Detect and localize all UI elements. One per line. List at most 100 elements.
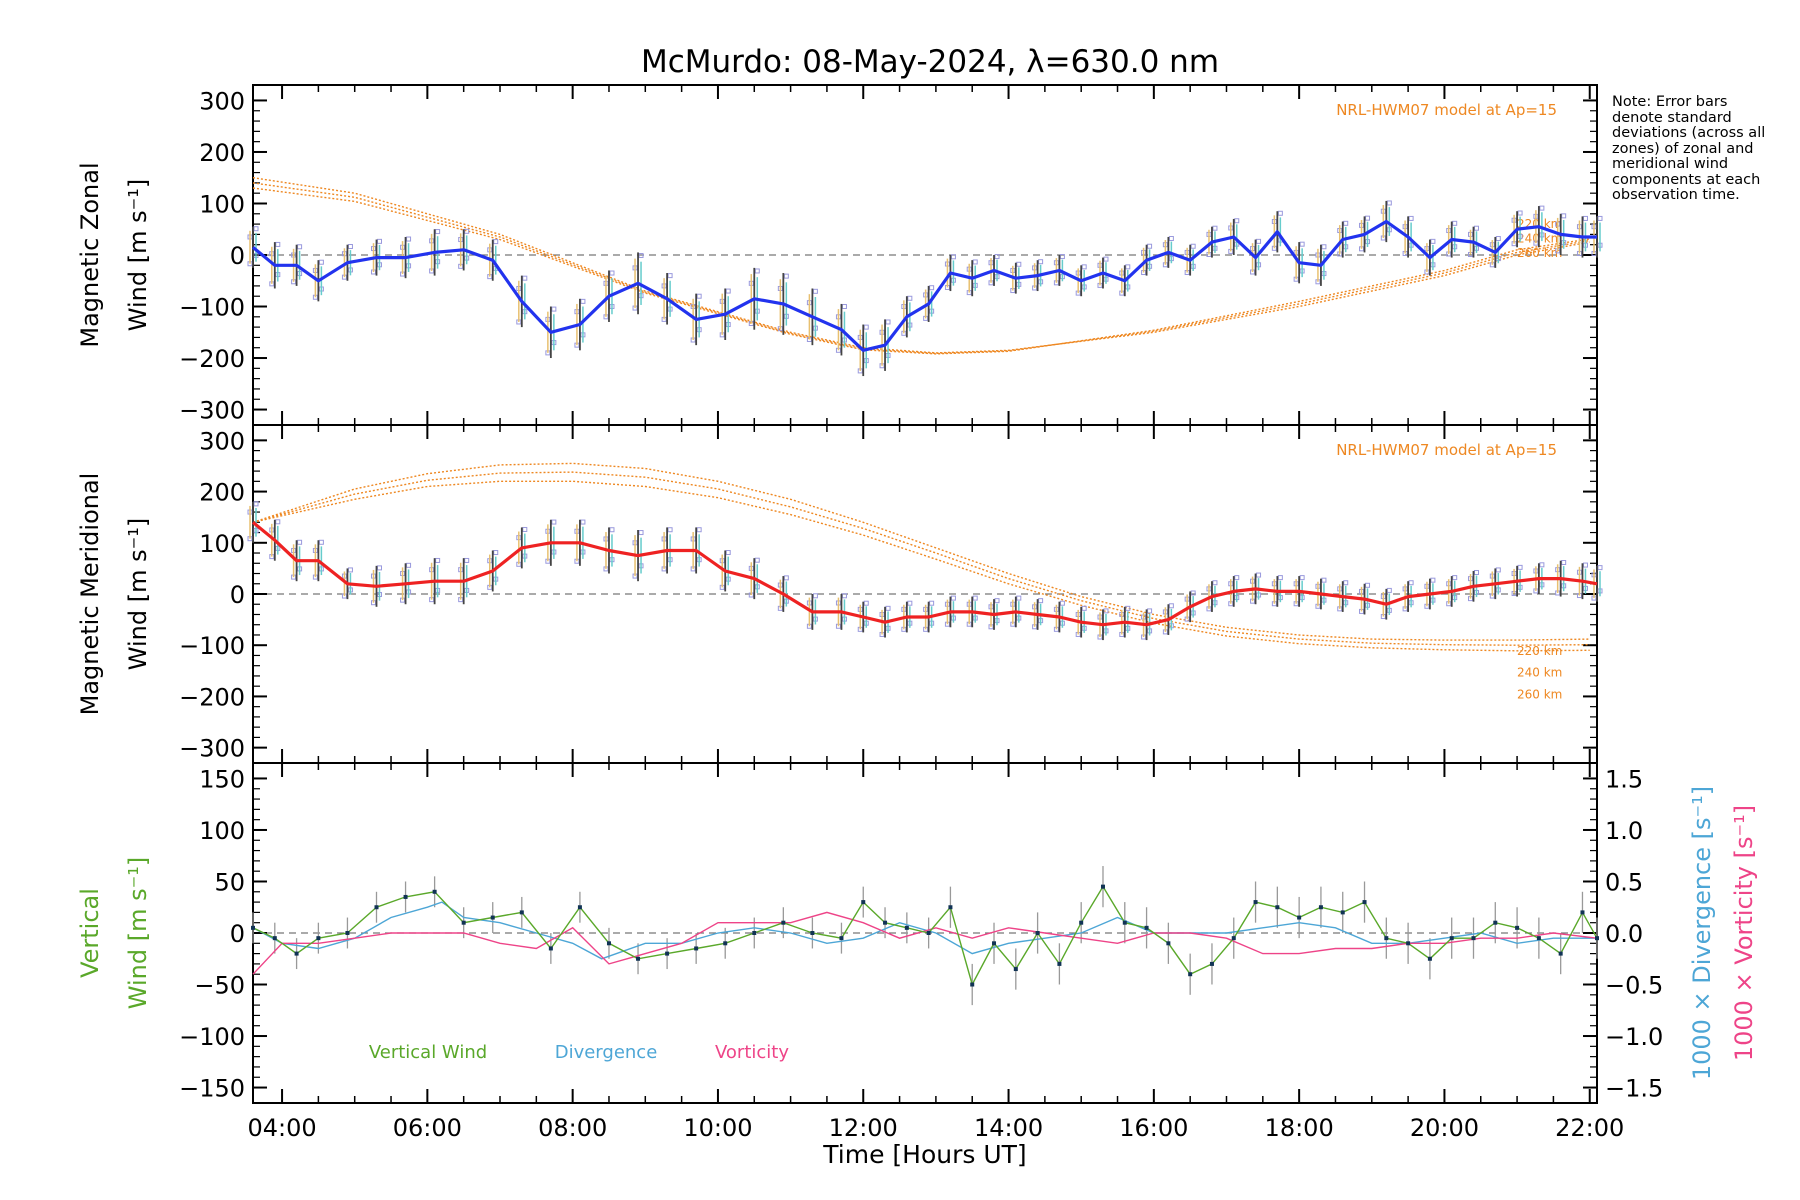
zone-marker	[551, 519, 557, 525]
zone-marker	[1103, 608, 1109, 614]
vertical-wind-point	[1449, 936, 1454, 941]
zone-marker	[1582, 215, 1588, 221]
zone-marker	[1277, 575, 1283, 581]
vertical-wind-point	[1406, 941, 1411, 946]
zone-marker	[863, 324, 869, 330]
vertical-wind-point	[577, 905, 582, 910]
model-label: NRL-HWM07 model at Ap=15	[1336, 101, 1557, 119]
zone-marker	[667, 527, 673, 533]
zone-marker	[1168, 236, 1174, 242]
model-altitude-label: 260 km	[1517, 687, 1562, 701]
vertical-wind-point	[636, 956, 641, 961]
zone-marker	[994, 598, 1000, 604]
vertical-wind-point	[606, 941, 611, 946]
wind-series-line	[251, 521, 1598, 627]
zone-marker	[638, 253, 644, 259]
y-tick-label: 50	[214, 868, 245, 896]
zone-marker	[1343, 220, 1349, 226]
x-tick-label: 14:00	[974, 1114, 1043, 1142]
zone-marker	[841, 593, 847, 599]
zone-marker	[347, 567, 353, 573]
zone-marker	[1408, 215, 1414, 221]
y2-tick-label: 0.0	[1605, 920, 1643, 948]
vertical-wind-point	[1427, 956, 1432, 961]
zone-marker	[667, 273, 673, 279]
zone-marker	[1343, 580, 1349, 586]
vertical-wind-point	[839, 936, 844, 941]
vertical-wind-point	[694, 946, 699, 951]
zone-marker	[275, 519, 281, 525]
y-tick-label: 300	[199, 427, 245, 455]
model-altitude-label: 260 km	[1517, 246, 1562, 260]
zone-marker	[929, 285, 935, 291]
zone-marker	[1495, 236, 1501, 242]
vertical-wind-point	[345, 931, 350, 935]
panel-vertical: −150 −100 −50 0 50 100 150 Vertical Wind [m s⁻¹]…	[76, 762, 1758, 1142]
vertical-wind-point	[272, 936, 277, 941]
panel-meridional: −300 −200 −100 0 100 200 300 Magnetic Meridiona…	[76, 424, 1603, 764]
zone-marker	[377, 565, 383, 571]
zone-marker	[1561, 213, 1567, 219]
zone-marker	[1234, 575, 1240, 581]
vertical-wind-point	[1231, 936, 1236, 941]
model-altitude-label: 240 km	[1517, 666, 1562, 680]
x-tick-label: 18:00	[1265, 1114, 1334, 1142]
zone-marker	[841, 304, 847, 310]
error-bar-note: Note: Error bars denote standard deviati…	[1612, 94, 1766, 203]
vertical-wind-point	[883, 920, 888, 925]
zone-marker	[1582, 562, 1588, 568]
zone-marker	[696, 527, 702, 533]
x-tick-label: 10:00	[683, 1114, 752, 1142]
y-tick-label: 200	[199, 479, 245, 507]
zone-marker	[950, 595, 956, 601]
y-tick-label: −200	[179, 683, 245, 711]
zone-marker	[297, 244, 303, 250]
zone-marker	[1539, 205, 1545, 211]
vertical-wind-point	[519, 910, 524, 915]
y2-tick-label: −0.5	[1605, 972, 1663, 1000]
zone-marker	[1321, 244, 1327, 250]
zone-marker	[696, 293, 702, 299]
y-tick-label: −150	[179, 1075, 245, 1103]
vertical-wind-point	[810, 931, 815, 935]
zone-marker	[522, 526, 528, 532]
zone-marker	[1059, 600, 1065, 606]
vertical-wind-point	[1079, 920, 1084, 925]
zone-marker	[1038, 598, 1044, 604]
zone-marker	[253, 501, 259, 507]
vertical-wind-point	[1595, 936, 1599, 941]
zone-marker	[725, 550, 731, 556]
model-curve	[252, 177, 1590, 354]
zone-marker	[972, 259, 978, 265]
zone-marker	[1059, 254, 1065, 260]
vertical-wind-point	[1057, 961, 1062, 966]
vertical-wind-point	[1209, 961, 1214, 966]
x-axis-label: Time [Hours UT]	[822, 1140, 1026, 1169]
zone-marker	[318, 539, 324, 545]
x-tick-label: 20:00	[1410, 1114, 1479, 1142]
vertical-wind-point	[1144, 925, 1149, 930]
y-axis-label-units: Wind [m s⁻¹]	[124, 518, 152, 670]
vertical-wind-point	[1471, 936, 1476, 941]
legend-entry: Vertical Wind	[369, 1042, 487, 1063]
vertical-wind-point	[904, 925, 909, 930]
vertical-wind-point	[548, 946, 553, 951]
zone-marker	[1234, 218, 1240, 224]
vertical-wind-point	[461, 920, 466, 925]
y-tick-label: 100	[199, 190, 245, 218]
zone-marker	[522, 275, 528, 281]
vorticity-line	[252, 911, 1598, 975]
vertical-wind-point	[1362, 900, 1367, 905]
y-tick-label: −50	[194, 972, 245, 1000]
zone-marker	[1430, 238, 1436, 244]
y2-tick-label: 0.5	[1605, 868, 1643, 896]
y-tick-label: 0	[230, 581, 245, 609]
vertical-wind-point	[251, 925, 255, 930]
zone-marker	[1016, 595, 1022, 601]
y2-tick-label: 1.5	[1605, 765, 1643, 793]
zone-marker	[812, 288, 818, 294]
wind-series-line	[251, 219, 1597, 352]
zone-marker	[1408, 580, 1414, 586]
vertical-wind-point	[948, 905, 953, 910]
